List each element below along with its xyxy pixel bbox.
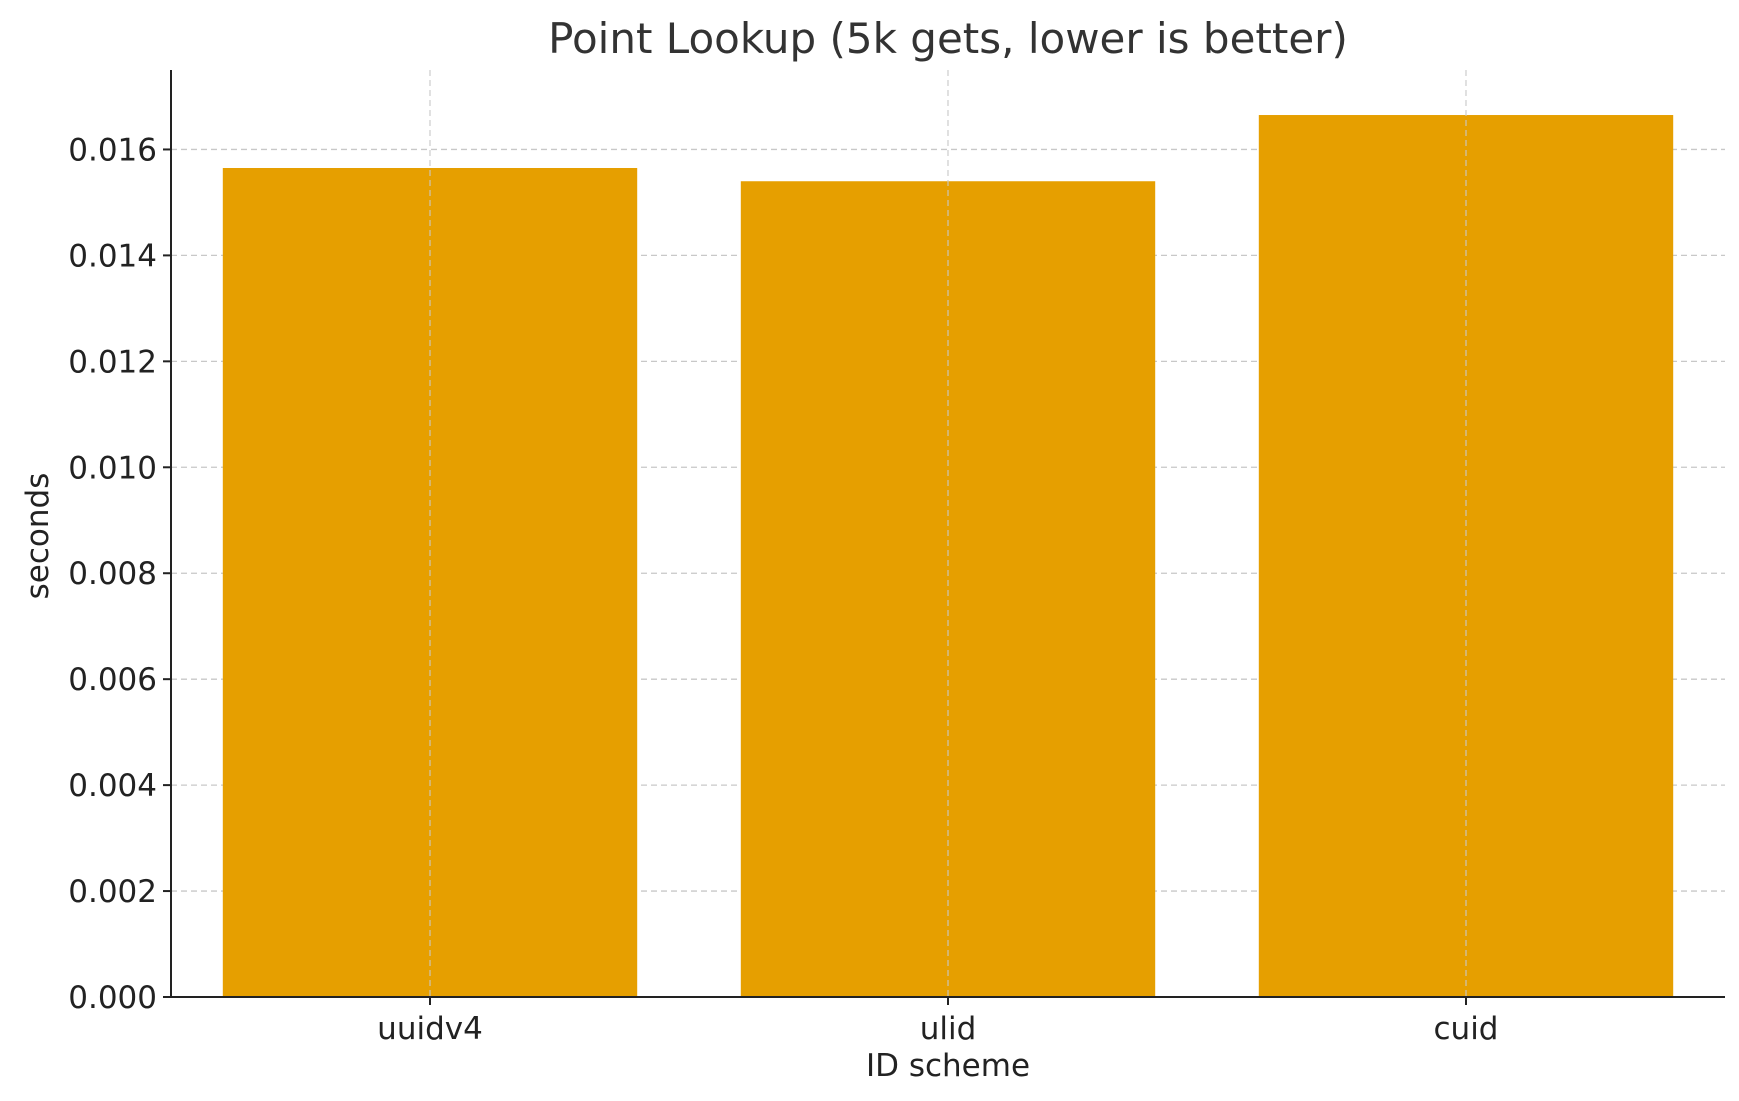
y-tick-label: 0.002 bbox=[68, 874, 157, 910]
y-tick-label: 0.014 bbox=[68, 238, 157, 274]
y-tick-label: 0.012 bbox=[68, 344, 157, 380]
vertical-grid-lines bbox=[429, 70, 1467, 997]
x-tick-label: cuid bbox=[1434, 1011, 1499, 1047]
y-axis-label: seconds bbox=[20, 473, 56, 600]
y-tick-label: 0.004 bbox=[68, 768, 157, 804]
chart-title: Point Lookup (5k gets, lower is better) bbox=[548, 14, 1348, 63]
x-tick-label: uuidv4 bbox=[377, 1011, 483, 1047]
x-ticks: uuidv4 ulid cuid bbox=[377, 997, 1498, 1047]
y-ticks: 0.000 0.002 0.004 0.006 0.008 0.010 0.012 0.014… bbox=[68, 132, 171, 1016]
y-tick-label: 0.010 bbox=[68, 450, 157, 486]
y-tick-label: 0.006 bbox=[68, 662, 157, 698]
y-tick-label: 0.008 bbox=[68, 556, 157, 592]
x-tick-label: ulid bbox=[920, 1011, 977, 1047]
y-tick-label: 0.000 bbox=[68, 980, 157, 1016]
x-axis-label: ID scheme bbox=[866, 1048, 1030, 1084]
y-tick-label: 0.016 bbox=[68, 132, 157, 168]
